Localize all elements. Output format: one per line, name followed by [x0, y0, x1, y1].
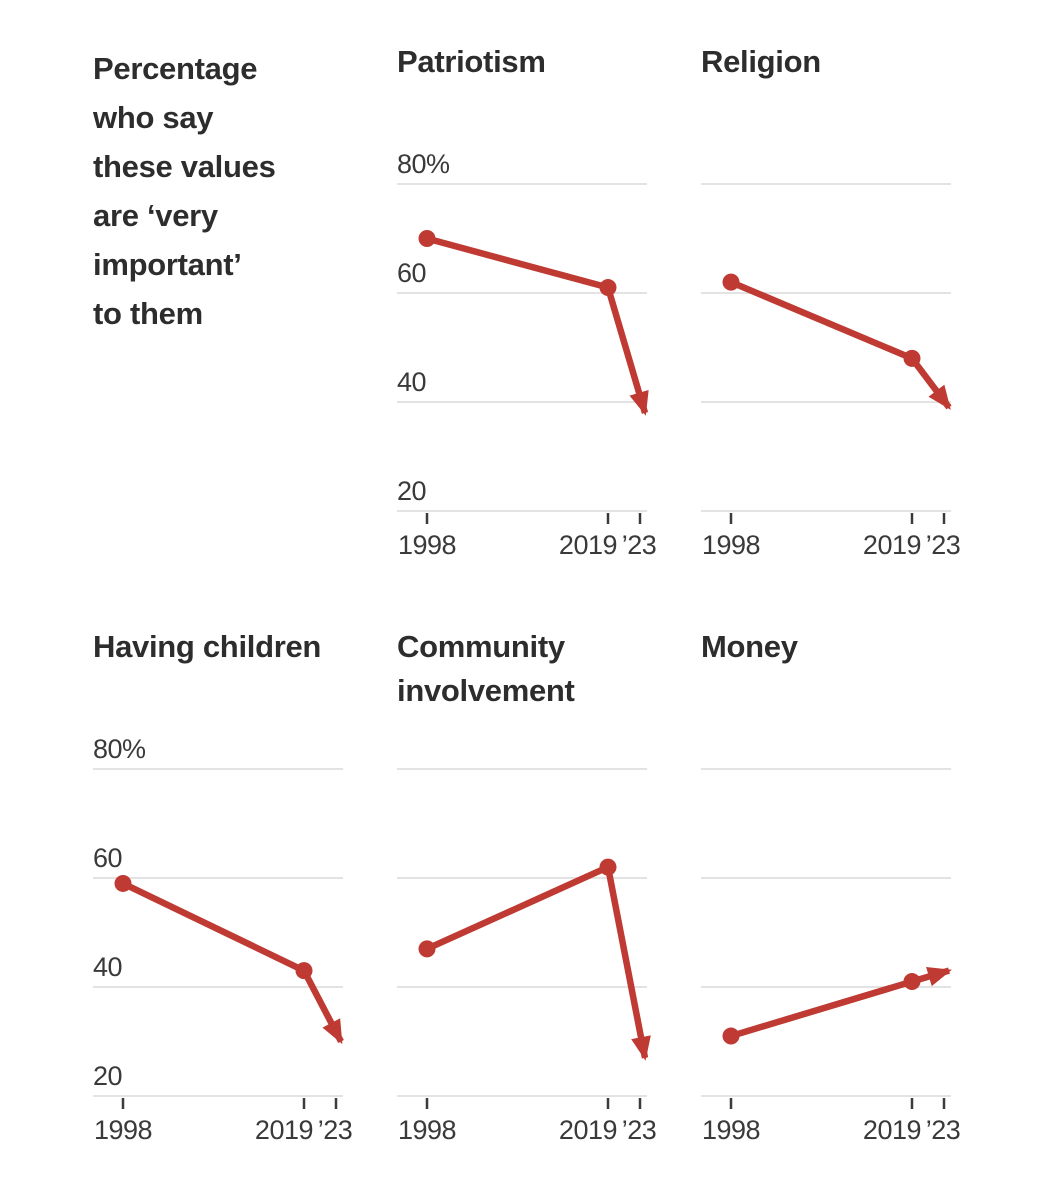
y-tick-label-40: 40: [93, 952, 122, 982]
x-tick-label-23: ’23: [926, 530, 961, 560]
chart-having-children: Having children 80% 60 40 20 1998 2019’23: [93, 625, 353, 1154]
trend-arrow: [301, 969, 344, 1045]
data-point-1998: [418, 940, 436, 958]
chart-title-money: Money: [701, 629, 798, 664]
chart-community-involvement: Community involvement 1998 2019’23: [397, 625, 657, 1154]
chart-title-having-children: Having children: [93, 629, 322, 664]
x-tick-label-2019: 2019: [255, 1115, 313, 1145]
trend-arrow: [604, 286, 649, 416]
data-point-1998: [722, 1027, 740, 1045]
trend-segment: [425, 864, 610, 952]
chart-grid: Percentage who say these values are ‘ver…: [93, 40, 1045, 1154]
x-tick-label-1998: 1998: [702, 1115, 760, 1145]
chart-patriotism: Patriotism 80% 60 40 20 1998 2019’23: [397, 40, 657, 569]
x-tick-label-23: ’23: [318, 1115, 353, 1145]
chart-title-religion: Religion: [701, 44, 821, 79]
x-tick-label-2019: 2019: [863, 1115, 921, 1145]
chart-plot-having-children: 80% 60 40 20 1998 2019’23: [93, 734, 353, 1145]
trend-segment: [730, 978, 913, 1040]
data-point-2019: [295, 962, 313, 980]
x-tick-label-1998: 1998: [398, 1115, 456, 1145]
trend-arrow: [604, 866, 651, 1061]
x-tick-label-1998: 1998: [94, 1115, 152, 1145]
x-tick-label-23: ’23: [926, 1115, 961, 1145]
y-tick-label-20: 20: [93, 1061, 122, 1091]
trend-arrow: [909, 356, 952, 410]
trend-segment: [121, 880, 306, 974]
figure-intro-text: Percentage who say these values are ‘ver…: [93, 51, 276, 331]
trend-segment: [729, 279, 914, 362]
y-tick-label-80: 80%: [93, 734, 146, 764]
trend-segment: [426, 235, 609, 291]
y-tick-label-80: 80%: [397, 149, 450, 179]
chart-money: Money 1998 2019’23: [701, 625, 961, 1154]
x-tick-label-2019: 2019: [559, 1115, 617, 1145]
y-tick-label-60: 60: [397, 258, 426, 288]
x-tick-label-2019: 2019: [559, 530, 617, 560]
x-tick-label-2019: 2019: [863, 530, 921, 560]
chart-plot-community-involvement: 1998 2019’23: [397, 768, 657, 1145]
data-point-2019: [599, 858, 617, 876]
chart-title-community-involvement: Community involvement: [397, 629, 575, 708]
y-tick-label-60: 60: [93, 843, 122, 873]
chart-plot-patriotism: 80% 60 40 20 1998 2019’23: [397, 149, 657, 560]
x-tick-label-1998: 1998: [702, 530, 760, 560]
y-tick-label-40: 40: [397, 367, 426, 397]
data-point-1998: [722, 273, 740, 291]
data-point-2019: [903, 349, 921, 367]
x-tick-label-23: ’23: [622, 1115, 657, 1145]
data-point-1998: [418, 230, 436, 247]
x-tick-label-23: ’23: [622, 530, 657, 560]
chart-religion: Religion 1998 2019’23: [701, 40, 961, 569]
data-point-1998: [114, 874, 132, 892]
chart-plot-money: 1998 2019’23: [701, 768, 961, 1145]
data-point-2019: [599, 279, 617, 297]
chart-plot-religion: 1998 2019’23: [701, 183, 961, 560]
x-tick-label-1998: 1998: [398, 530, 456, 560]
chart-title-patriotism: Patriotism: [397, 44, 546, 79]
y-tick-label-20: 20: [397, 476, 426, 506]
data-point-2019: [903, 973, 921, 991]
